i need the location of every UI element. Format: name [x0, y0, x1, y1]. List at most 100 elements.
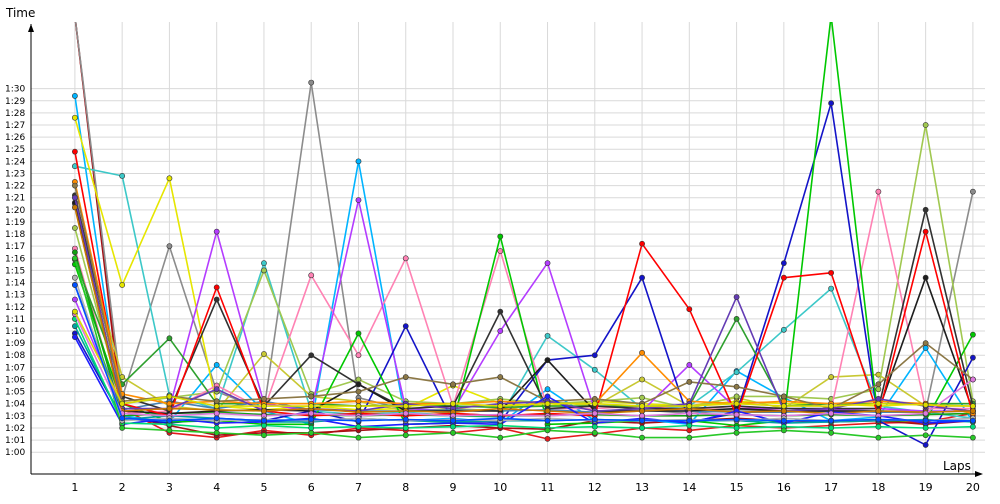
data-point: [213, 403, 220, 410]
series: [72, 13, 976, 448]
data-point: [72, 182, 78, 189]
series-line: [74, 197, 973, 412]
data-point: [72, 13, 77, 18]
data-point: [497, 308, 504, 315]
data-point: [922, 228, 929, 235]
data-point: [733, 383, 740, 390]
data-point: [970, 408, 976, 414]
data-point: [72, 296, 78, 303]
data-point: [308, 393, 315, 400]
data-point: [450, 417, 456, 424]
series-2: [72, 13, 976, 439]
y-tick-label: 1:00: [5, 448, 25, 458]
data-point: [166, 400, 173, 407]
x-axis-arrow: [975, 471, 983, 477]
series-line: [74, 311, 973, 407]
y-tick-label: 1:18: [5, 230, 25, 240]
data-point: [72, 13, 77, 18]
y-tick-label: 1:26: [5, 133, 25, 143]
data-point: [261, 351, 267, 357]
x-tick-label: 8: [402, 481, 409, 494]
y-tick-label: 1:25: [5, 145, 25, 155]
x-tick-label: 5: [260, 481, 267, 494]
series-line: [74, 124, 974, 410]
data-point: [544, 357, 551, 363]
data-point: [450, 381, 456, 388]
x-tick-label: 6: [308, 481, 315, 494]
data-point: [497, 415, 504, 422]
data-point: [166, 417, 173, 424]
data-point: [497, 233, 504, 240]
data-point: [733, 369, 740, 376]
data-point: [922, 122, 929, 128]
x-tick-label: 18: [871, 481, 885, 494]
data-point: [261, 267, 267, 274]
data-point: [686, 427, 693, 434]
data-point: [686, 434, 693, 441]
data-point: [922, 417, 929, 424]
series-29: [72, 308, 976, 410]
y-tick-label: 1:04: [5, 400, 25, 410]
data-point: [166, 393, 173, 400]
data-point: [828, 403, 835, 410]
data-point: [591, 400, 598, 407]
data-point: [450, 429, 456, 436]
data-point: [970, 434, 976, 441]
data-point: [591, 410, 598, 417]
data-point: [355, 381, 362, 388]
data-point: [166, 175, 173, 182]
series-line: [74, 207, 973, 415]
data-point: [591, 429, 598, 436]
data-point: [639, 376, 645, 383]
data-point: [544, 427, 551, 434]
data-point: [591, 416, 598, 423]
data-point: [922, 410, 929, 417]
data-point: [875, 381, 882, 388]
x-tick-label: 17: [824, 481, 838, 494]
data-point: [213, 398, 220, 405]
data-point: [72, 249, 78, 256]
data-point: [875, 188, 882, 195]
y-tick-label: 1:16: [5, 254, 25, 264]
data-point: [355, 403, 362, 410]
y-tick-label: 1:05: [5, 388, 25, 398]
y-tick-label: 1:15: [5, 266, 25, 276]
data-point: [213, 429, 220, 436]
x-tick-label: 14: [682, 481, 696, 494]
data-point: [72, 13, 77, 18]
data-point: [733, 429, 740, 436]
data-point: [875, 416, 882, 423]
data-point: [875, 386, 882, 393]
series-line: [74, 22, 974, 427]
data-point: [119, 415, 126, 422]
data-point: [970, 331, 976, 338]
data-point: [261, 403, 267, 410]
data-point: [780, 326, 787, 333]
data-point: [780, 260, 787, 267]
data-point: [544, 400, 551, 407]
data-point: [166, 427, 173, 434]
data-point: [355, 388, 362, 395]
y-tick-label: 1:06: [5, 375, 25, 385]
series-9: [72, 188, 976, 417]
data-point: [308, 79, 315, 86]
series-7: [72, 200, 976, 414]
series-10: [72, 197, 976, 414]
data-point: [402, 425, 409, 431]
series-17: [72, 199, 976, 417]
data-point: [544, 260, 551, 267]
x-tick-label: 11: [541, 481, 555, 494]
x-tick-label: 20: [966, 481, 980, 494]
data-point: [686, 422, 693, 429]
y-tick-label: 1:10: [5, 327, 25, 337]
data-point: [922, 442, 929, 448]
data-point: [119, 282, 126, 288]
y-tick-label: 1:22: [5, 182, 25, 192]
data-point: [261, 417, 267, 424]
data-point: [119, 425, 126, 431]
data-point: [970, 188, 976, 195]
data-point: [213, 284, 220, 291]
data-point: [780, 427, 787, 434]
data-point: [922, 345, 929, 351]
data-point: [828, 374, 835, 380]
